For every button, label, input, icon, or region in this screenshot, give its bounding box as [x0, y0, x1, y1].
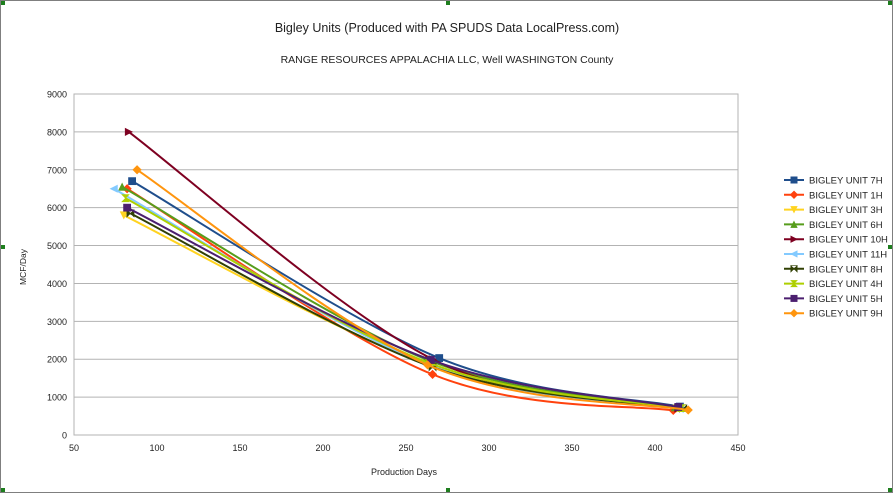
resize-handle-right[interactable] [888, 245, 892, 249]
series-layer [109, 127, 693, 415]
y-tick-label: 9000 [47, 90, 67, 100]
resize-handle-bottom[interactable] [446, 488, 450, 492]
data-point [790, 220, 798, 228]
legend-item-bigley-unit-4h: BIGLEY UNIT 4H [784, 279, 883, 290]
data-point [790, 265, 798, 273]
legend-label: BIGLEY UNIT 7H [809, 176, 883, 187]
data-point [132, 165, 142, 175]
data-point [124, 127, 134, 136]
data-point [683, 405, 693, 415]
plot-area [73, 93, 739, 436]
legend-label: BIGLEY UNIT 3H [809, 205, 883, 216]
grid-layer [74, 131, 738, 398]
y-tick-labels: 0 1000 2000 3000 4000 5000 6000 7000 8000 9000 [47, 90, 67, 441]
chart-title: Bigley Units (Produced with PA SPUDS Dat… [275, 21, 619, 35]
data-point [674, 403, 683, 411]
x-tick-label: 350 [564, 443, 579, 453]
x-tick-label: 50 [69, 443, 79, 453]
series-line [126, 206, 679, 408]
data-point [790, 206, 798, 214]
x-tick-label: 100 [149, 443, 164, 453]
legend-item-bigley-unit-11h: BIGLEY UNIT 11H [784, 250, 887, 261]
series-bigley-unit-9h [132, 165, 693, 415]
data-point [109, 184, 118, 193]
data-point [119, 211, 128, 220]
x-tick-label: 450 [730, 443, 745, 453]
legend-item-bigley-unit-6h: BIGLEY UNIT 6H [784, 220, 883, 231]
x-tick-label: 250 [398, 443, 413, 453]
resize-handle-top-right[interactable] [888, 1, 892, 5]
legend-label: BIGLEY UNIT 6H [809, 220, 883, 231]
y-tick-label: 3000 [47, 317, 67, 327]
y-tick-label: 6000 [47, 203, 67, 213]
y-axis-label: MCF/Day [18, 248, 28, 285]
resize-handle-bottom-left[interactable] [1, 488, 5, 492]
data-point [426, 356, 435, 364]
legend-item-bigley-unit-7h: BIGLEY UNIT 7H [784, 176, 883, 187]
series-bigley-unit-5h [123, 203, 683, 411]
data-point [123, 203, 132, 212]
y-tick-label: 4000 [47, 279, 67, 289]
resize-handle-bottom-right[interactable] [888, 488, 892, 492]
legend-label: BIGLEY UNIT 9H [809, 309, 883, 320]
data-point [790, 235, 798, 243]
data-point [118, 182, 127, 191]
legend-item-bigley-unit-5h: BIGLEY UNIT 5H [784, 294, 883, 305]
data-point [789, 308, 799, 318]
legend-item-bigley-unit-1h: BIGLEY UNIT 1H [784, 190, 883, 201]
resize-handle-top-left[interactable] [1, 1, 5, 5]
chart-subtitle: RANGE RESOURCES APPALACHIA LLC, Well WAS… [281, 54, 615, 66]
y-tick-label: 0 [62, 431, 67, 441]
data-point [422, 360, 433, 370]
y-tick-label: 1000 [47, 393, 67, 403]
series-line [126, 187, 674, 412]
legend-item-bigley-unit-3h: BIGLEY UNIT 3H [784, 205, 883, 216]
data-point [790, 280, 798, 288]
legend-label: BIGLEY UNIT 4H [809, 279, 883, 290]
legend-item-bigley-unit-9h: BIGLEY UNIT 9H [784, 309, 883, 320]
legend-label: BIGLEY UNIT 8H [809, 264, 883, 275]
y-tick-label: 2000 [47, 355, 67, 365]
x-tick-label: 400 [647, 443, 662, 453]
data-point [790, 294, 798, 302]
x-axis-label: Production Days [371, 467, 438, 477]
x-tick-label: 150 [232, 443, 247, 453]
y-tick-label: 8000 [47, 127, 67, 137]
resize-handle-left[interactable] [1, 245, 5, 249]
y-tick-label: 5000 [47, 241, 67, 251]
legend-label: BIGLEY UNIT 1H [809, 190, 883, 201]
legend-label: BIGLEY UNIT 5H [809, 294, 883, 305]
legend-label: BIGLEY UNIT 11H [809, 250, 887, 261]
legend-item-bigley-unit-10h: BIGLEY UNIT 10H [784, 235, 888, 246]
data-point [789, 190, 799, 200]
data-point [427, 369, 438, 380]
legend-label: BIGLEY UNIT 10H [809, 235, 888, 246]
x-tick-labels: 50 100 150 200 250 300 350 400 450 [69, 443, 746, 453]
data-point [121, 194, 130, 203]
x-tick-label: 300 [481, 443, 496, 453]
legend: BIGLEY UNIT 7H BIGLEY UNIT 1H BIGLEY UNIT … [784, 176, 888, 320]
x-tick-label: 200 [315, 443, 330, 453]
resize-handle-top[interactable] [446, 1, 450, 5]
legend-item-bigley-unit-8h: BIGLEY UNIT 8H [784, 264, 883, 275]
data-point [128, 177, 136, 186]
y-tick-label: 7000 [47, 165, 67, 175]
data-point [790, 250, 798, 258]
data-point [790, 176, 798, 184]
